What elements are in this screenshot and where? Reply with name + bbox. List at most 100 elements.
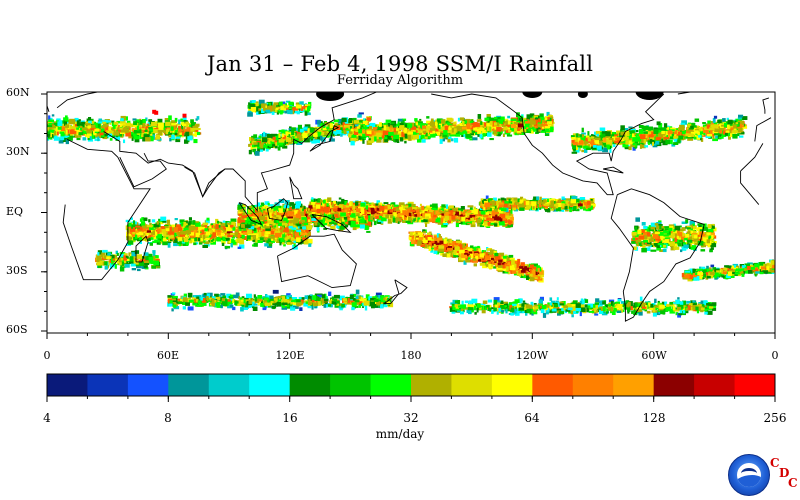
- rain-cell-900: [194, 237, 198, 242]
- rain-cell-890: [149, 227, 154, 230]
- rain-cell-3657: [490, 222, 495, 225]
- rain-cell-3320: [463, 212, 467, 217]
- rain-cell-2060: [336, 217, 341, 220]
- rain-cell-4007: [477, 245, 480, 249]
- rain-cell-3536: [377, 211, 380, 214]
- rain-cell-3614: [494, 211, 499, 215]
- rain-cell-1438: [326, 222, 330, 227]
- rain-cell-1007: [226, 231, 233, 234]
- rain-cell-3645: [465, 219, 471, 222]
- rain-cell-4564: [537, 267, 540, 273]
- rain-cell-2168: [338, 197, 342, 200]
- rain-cell-2049: [283, 217, 287, 222]
- rain-cell-2021: [239, 220, 246, 223]
- rain-cell-4155: [516, 272, 521, 276]
- rain-cell-1960: [321, 215, 324, 220]
- rain-cell-4542: [438, 245, 445, 249]
- rain-cell-1016: [140, 221, 145, 226]
- rain-cell-3412: [448, 210, 454, 215]
- rain-cell-3205: [396, 214, 400, 219]
- rain-cell-766: [260, 231, 265, 237]
- rain-cell-1698: [325, 222, 328, 226]
- rain-cell-4517: [518, 269, 523, 274]
- rain-cell-3447: [406, 220, 411, 223]
- rain-cell-620: [259, 225, 262, 230]
- map-title: Jan 31 – Feb 4, 1998 SSM/I Rainfall: [206, 52, 594, 76]
- rain-cell-1588: [323, 227, 328, 230]
- rain-cell-822: [230, 243, 233, 248]
- rain-cell-953: [195, 222, 201, 227]
- rain-cell-975: [264, 243, 269, 247]
- rain-cell-2065: [300, 219, 306, 223]
- rain-cell-3563: [504, 218, 508, 224]
- rain-cell-861: [151, 219, 156, 223]
- rain-cell-3523: [500, 217, 503, 222]
- rain-cell-1750: [364, 220, 367, 224]
- rain-cell-3019: [379, 215, 382, 218]
- rain-cell-1579: [356, 224, 361, 228]
- rain-cell-1084: [212, 232, 216, 237]
- rain-cell-3504: [448, 218, 451, 224]
- rain-cell-1846: [268, 209, 273, 214]
- rain-cell-740: [165, 229, 168, 234]
- rain-cell-3502: [446, 212, 451, 216]
- rain-cell-781: [134, 230, 139, 234]
- rain-cell-4063: [481, 257, 487, 262]
- rain-cell-1020: [148, 237, 151, 240]
- rain-cell-851: [128, 227, 131, 230]
- rain-cell-970: [152, 240, 157, 244]
- rain-cell-1037: [203, 237, 210, 241]
- rain-cell-1824: [303, 213, 308, 218]
- rain-cell-3551: [460, 206, 465, 210]
- rain-cell-3537: [348, 212, 351, 216]
- rain-cell-787: [302, 233, 305, 238]
- rain-cell-3521: [448, 213, 452, 218]
- rain-cell-2269: [477, 221, 480, 227]
- rain-cell-648: [200, 227, 206, 230]
- rain-cell-4559: [507, 262, 511, 265]
- rain-cell-1870: [254, 207, 258, 213]
- rain-cell-2010: [259, 212, 262, 217]
- rain-cell-1788: [254, 219, 259, 224]
- rain-cell-2893: [461, 220, 467, 225]
- rain-cell-680: [182, 241, 189, 246]
- rain-cell-4346: [458, 245, 464, 250]
- rain-cell-932: [192, 220, 196, 225]
- rain-cell-1125: [211, 235, 215, 238]
- rain-cell-3481: [486, 221, 491, 226]
- rain-cell-3431: [366, 211, 373, 214]
- rain-cell-967: [226, 227, 232, 232]
- rain-cell-3562: [415, 212, 420, 217]
- rain-cell-4504: [435, 242, 442, 246]
- rain-cell-1489: [260, 202, 264, 207]
- rain-cell-1880: [237, 218, 241, 223]
- rain-cell-2407: [440, 206, 445, 210]
- rain-cell-1091: [211, 225, 214, 228]
- rain-cell-4203: [521, 271, 525, 276]
- rain-cell-717: [268, 240, 272, 243]
- rain-cell-4439: [419, 234, 422, 238]
- rain-cell-4492: [485, 253, 488, 256]
- rain-cell-755: [293, 238, 296, 244]
- rain-cell-3238: [377, 213, 384, 216]
- rain-cell-3451: [470, 215, 476, 219]
- rain-cell-3664: [316, 210, 321, 214]
- rain-cell-4494: [532, 272, 538, 278]
- rain-cell-2929: [392, 205, 396, 208]
- rain-cell-3246: [394, 204, 399, 207]
- rain-cell-3542: [423, 219, 428, 223]
- rain-cell-4174: [463, 260, 467, 265]
- rain-cell-3601: [324, 206, 330, 210]
- rain-cell-2515: [372, 219, 375, 222]
- rain-cell-1828: [330, 225, 336, 230]
- rain-cell-941: [282, 232, 286, 238]
- rain-cell-3668: [480, 210, 486, 215]
- rain-cell-1331: [261, 205, 267, 209]
- rain-cell-2855: [424, 220, 430, 224]
- rain-cell-3543: [431, 217, 436, 222]
- rain-cell-3533: [392, 217, 396, 223]
- rain-cell-4567: [468, 251, 473, 254]
- rain-cell-1969: [254, 222, 257, 226]
- rain-cell-4514: [490, 264, 494, 267]
- rain-cell-1462: [299, 226, 304, 229]
